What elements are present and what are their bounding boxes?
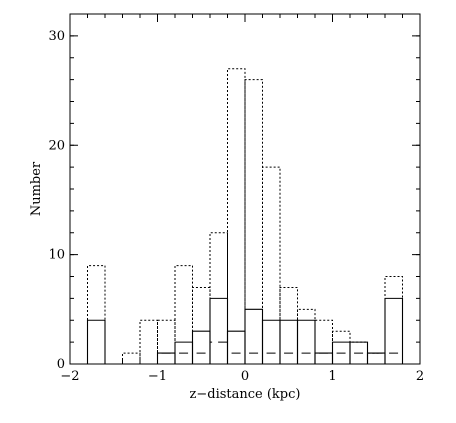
dotted-histogram-bar <box>157 319 176 364</box>
dashed-histogram-bar <box>244 352 263 364</box>
solid-histogram-bar <box>191 330 211 364</box>
dotted-histogram-bar <box>244 79 263 364</box>
dotted-histogram-bar <box>297 308 316 364</box>
y-tick-label: 20 <box>48 138 65 153</box>
dashed-histogram-bar <box>297 352 316 364</box>
dashed-histogram-bar <box>227 352 246 364</box>
solid-histogram-bar <box>314 352 334 364</box>
y-axis-label: Number <box>29 161 44 216</box>
dashed-histogram-series <box>157 341 403 364</box>
dashed-histogram-bar <box>157 352 176 364</box>
dashed-histogram-bar <box>174 352 193 364</box>
dotted-histogram-bar <box>174 265 193 364</box>
dotted-histogram-bar <box>314 319 333 364</box>
series-layer <box>86 68 404 364</box>
dotted-histogram-bar <box>367 352 386 364</box>
solid-histogram-bar <box>279 319 299 364</box>
y-tick-label: 10 <box>48 248 65 263</box>
solid-histogram-bar <box>384 297 404 364</box>
solid-histogram-series <box>86 297 404 364</box>
solid-histogram-bar <box>296 319 316 364</box>
dashed-histogram-bar <box>209 341 228 364</box>
x-tick-label: 2 <box>416 369 424 384</box>
x-axis-label: z−distance (kpc) <box>190 387 301 402</box>
dashed-histogram-bar <box>262 352 281 364</box>
x-tick-label: −1 <box>148 369 167 384</box>
dotted-histogram-bar <box>262 166 281 364</box>
dotted-histogram-bar <box>122 352 141 364</box>
dotted-histogram-bar <box>279 286 298 364</box>
dashed-histogram-bar <box>367 352 386 364</box>
x-tick-label: 1 <box>328 369 336 384</box>
y-tick-label: 0 <box>57 357 65 372</box>
dashed-histogram-bar <box>279 352 298 364</box>
y-tick-label: 30 <box>48 29 65 44</box>
dotted-histogram-bar <box>384 276 403 364</box>
x-tick-label: −2 <box>60 369 79 384</box>
dashed-histogram-bar <box>314 352 333 364</box>
solid-histogram-bar <box>261 319 281 364</box>
x-tick-label: 0 <box>241 369 249 384</box>
dashed-histogram-bar <box>384 352 403 364</box>
dashed-histogram-bar <box>332 352 351 364</box>
dotted-histogram-bar <box>139 319 158 364</box>
solid-histogram-bar <box>366 352 386 364</box>
dashed-histogram-bar <box>192 352 211 364</box>
solid-histogram-bar <box>86 319 106 364</box>
solid-histogram-bar <box>156 352 176 364</box>
dotted-histogram-bar <box>87 265 106 364</box>
dotted-histogram-bar <box>332 330 351 364</box>
dashed-histogram-bar <box>349 352 368 364</box>
solid-histogram-bar <box>226 330 246 364</box>
solid-histogram-bar <box>209 297 229 364</box>
solid-histogram-bar <box>244 308 264 364</box>
dotted-histogram-bar <box>192 286 211 364</box>
dotted-histogram-bar <box>227 68 246 364</box>
